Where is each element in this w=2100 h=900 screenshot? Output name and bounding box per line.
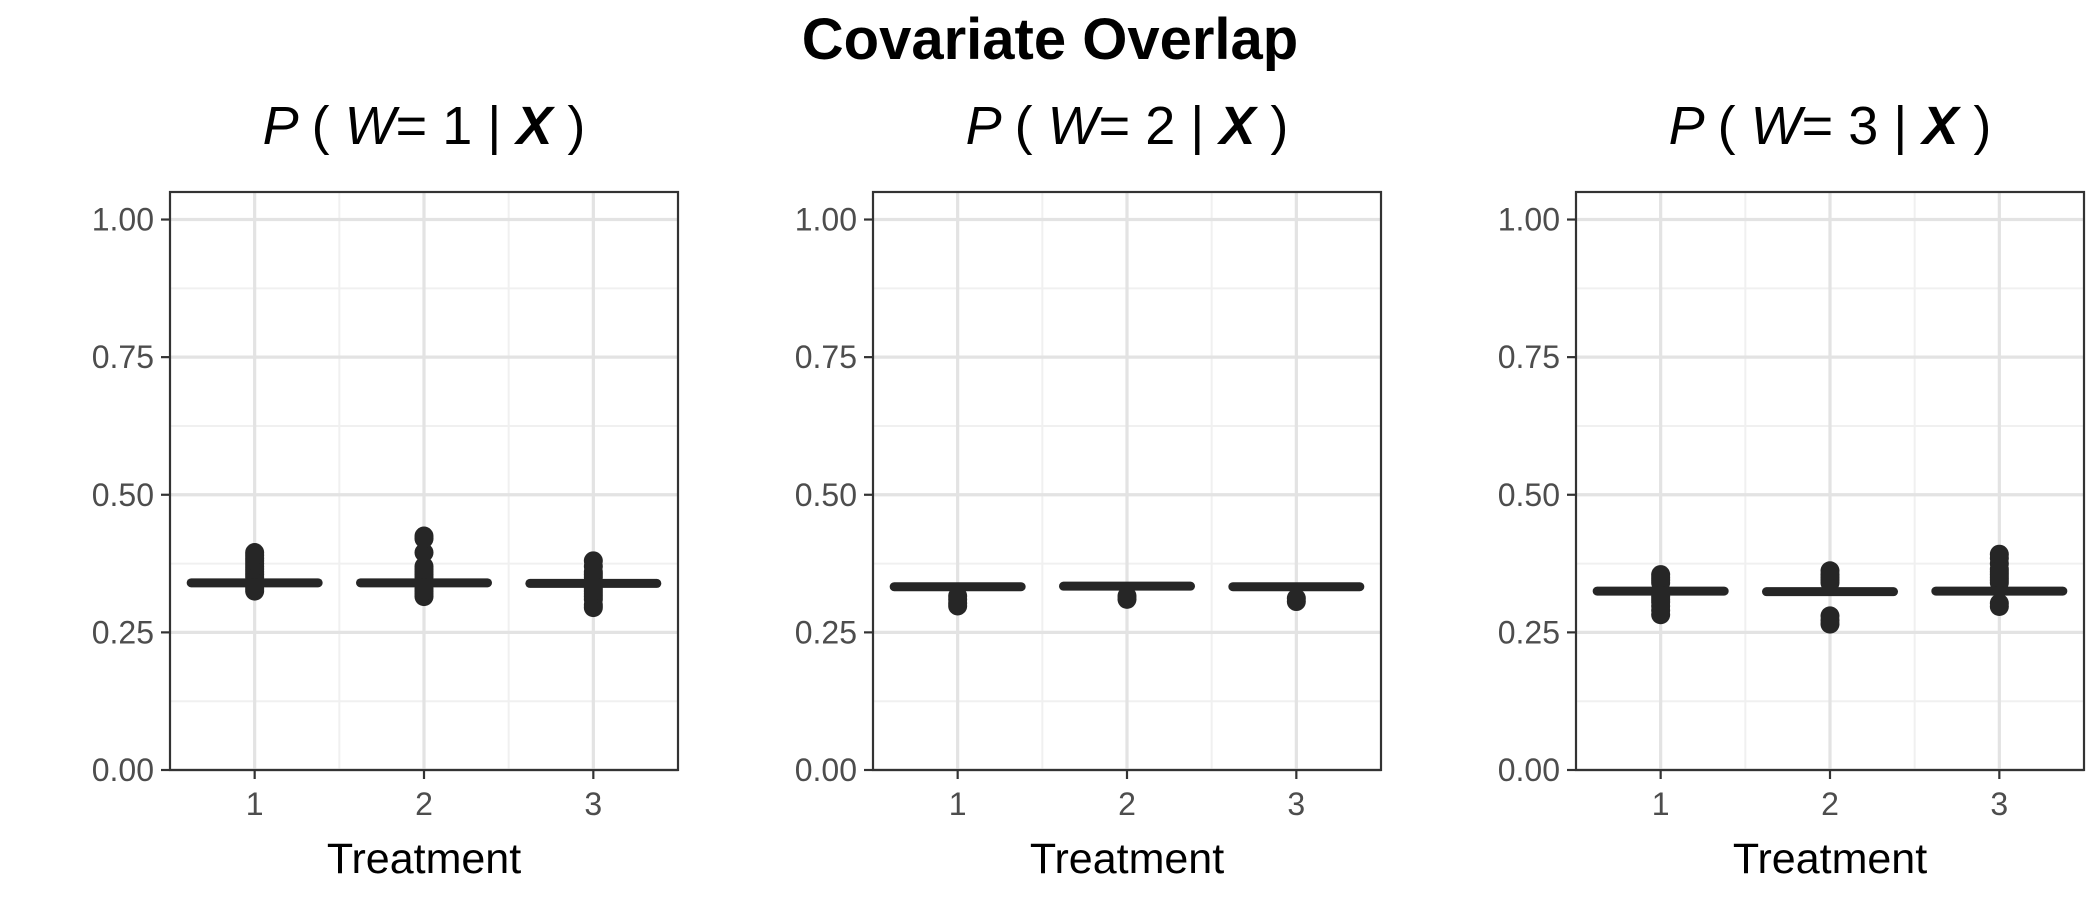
x-tick-label: 2 — [1118, 786, 1136, 822]
panel-title-3: P ( W= 3 | X ) — [1576, 95, 2084, 157]
x-tick-label: 1 — [246, 786, 264, 822]
x-tick-label: 1 — [949, 786, 967, 822]
box-treatment-2 — [356, 526, 492, 607]
y-tick-label: 0.25 — [795, 614, 857, 650]
y-tick-label: 0.00 — [1498, 752, 1560, 788]
x-tick-label: 2 — [415, 786, 433, 822]
panel-title-open-paren: ( — [311, 96, 330, 156]
panel-title-equals: = — [395, 96, 428, 156]
x-tick-label: 2 — [1821, 786, 1839, 822]
box-treatment-2 — [1762, 561, 1898, 634]
box-treatment-3 — [1228, 582, 1365, 612]
panel-2: 0.00 0.25 0.50 0.75 1.00 1 2 3 Treatment — [795, 190, 1383, 883]
figure-title: Covariate Overlap — [801, 7, 1299, 72]
panel-title-k: 3 — [1848, 96, 1879, 156]
outlier-point — [1989, 593, 2009, 613]
y-tick-label: 0.00 — [92, 752, 154, 788]
panel-title-close-paren: ) — [567, 96, 586, 156]
panel-title-bar: | — [1190, 96, 1205, 156]
x-tick-label: 3 — [1287, 786, 1305, 822]
panel-title-w: W — [1750, 96, 1802, 156]
y-tick-label: 0.75 — [92, 339, 154, 375]
panel-title-w: W — [344, 96, 396, 156]
y-tick-label: 0.50 — [92, 477, 154, 513]
y-tick-label: 0.00 — [795, 752, 857, 788]
panel-title-1: P ( W= 1 | X ) — [170, 95, 678, 157]
box-treatment-2 — [1059, 581, 1195, 609]
y-tick-label: 0.50 — [1498, 477, 1560, 513]
panel-title-equals: = — [1098, 96, 1131, 156]
y-tick-label: 1.00 — [92, 202, 154, 238]
panel-title-x: X — [1219, 96, 1256, 156]
box-treatment-3 — [525, 551, 662, 618]
panel-title-k: 2 — [1145, 96, 1176, 156]
box-treatment-1 — [186, 543, 323, 601]
outlier-point — [414, 556, 434, 576]
x-tick-label: 3 — [584, 786, 602, 822]
panel-title-p: P — [965, 96, 1000, 156]
box-treatment-3 — [1931, 544, 2068, 617]
panel-title-close-paren: ) — [1973, 96, 1992, 156]
panel-3: 0.00 0.25 0.50 0.75 1.00 1 2 3 Treatment — [1498, 190, 2086, 883]
outlier-point — [1286, 588, 1306, 608]
x-tick-label: 1 — [1652, 786, 1670, 822]
outlier-point — [948, 586, 968, 606]
box-treatment-1 — [1592, 565, 1729, 625]
outlier-point — [583, 551, 603, 571]
box-treatment-1 — [889, 582, 1026, 616]
outlier-point — [1820, 606, 1840, 626]
outlier-point — [1989, 544, 2009, 564]
panel-1: 0.00 0.25 0.50 0.75 1.00 1 2 3 Treatment — [92, 190, 680, 883]
y-tick-label: 1.00 — [795, 202, 857, 238]
panel-title-open-paren: ( — [1717, 96, 1736, 156]
panel-title-x: X — [1922, 96, 1959, 156]
y-tick-label: 0.50 — [795, 477, 857, 513]
x-axis-label: Treatment — [1733, 835, 1927, 883]
panel-title-2: P ( W= 2 | X ) — [873, 95, 1381, 157]
y-tick-label: 0.75 — [795, 339, 857, 375]
panel-title-x: X — [516, 96, 553, 156]
x-axis-label: Treatment — [1030, 835, 1224, 883]
outlier-point — [1820, 561, 1840, 581]
outlier-point — [1117, 586, 1137, 606]
y-tick-label: 0.75 — [1498, 339, 1560, 375]
x-tick-label: 3 — [1990, 786, 2008, 822]
panel-title-p: P — [262, 96, 297, 156]
y-tick-label: 1.00 — [1498, 202, 1560, 238]
panel-title-close-paren: ) — [1270, 96, 1289, 156]
panel-title-equals: = — [1801, 96, 1834, 156]
panel-title-bar: | — [487, 96, 502, 156]
outlier-point — [414, 526, 434, 546]
outlier-point — [414, 543, 434, 563]
x-axis-label: Treatment — [327, 835, 521, 883]
panel-title-p: P — [1668, 96, 1703, 156]
y-tick-label: 0.25 — [1498, 614, 1560, 650]
panel-title-open-paren: ( — [1014, 96, 1033, 156]
panel-title-bar: | — [1893, 96, 1908, 156]
panel-title-k: 1 — [442, 96, 473, 156]
outlier-point — [245, 543, 265, 563]
outlier-point — [1651, 565, 1671, 585]
panel-title-w: W — [1047, 96, 1099, 156]
y-tick-label: 0.25 — [92, 614, 154, 650]
